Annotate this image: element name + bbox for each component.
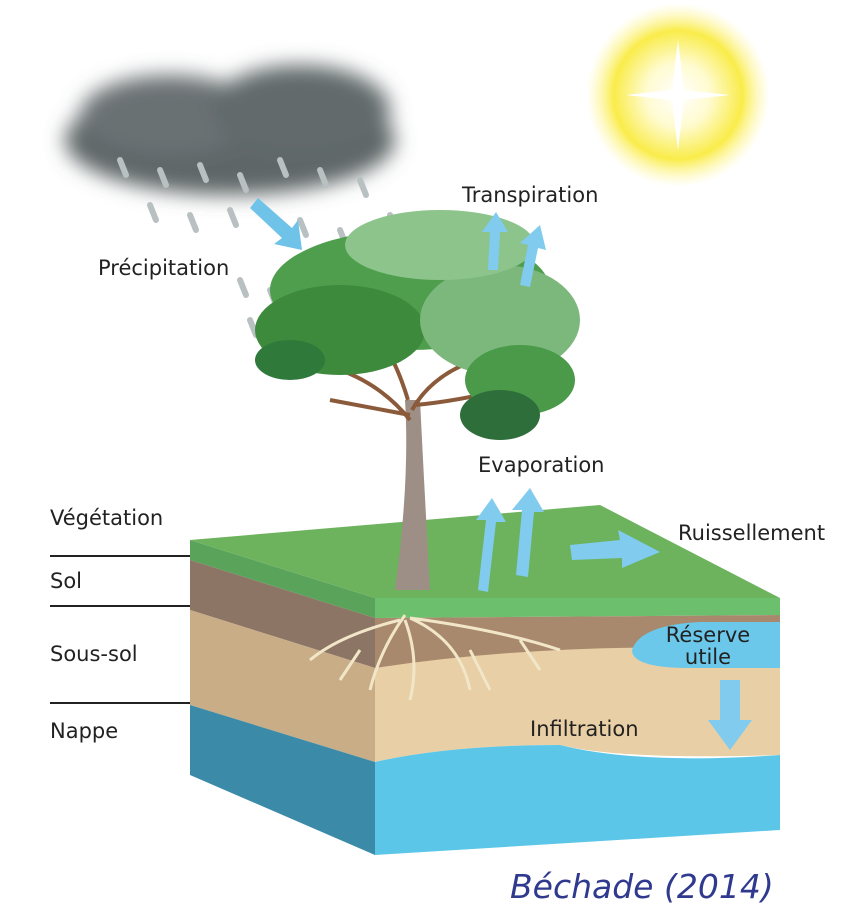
shape <box>240 280 246 295</box>
caption: Béchade (2014) <box>510 867 774 906</box>
layer-label: Sous-sol <box>50 642 138 666</box>
cloud <box>65 65 395 195</box>
label-ruissellement: Ruissellement <box>678 521 825 545</box>
layer-label: Végétation <box>50 506 163 530</box>
shape <box>255 340 325 380</box>
shape <box>460 390 540 440</box>
label-utile: utile <box>685 645 731 669</box>
nappe-right <box>375 745 780 855</box>
label-transpiration: Transpiration <box>461 183 598 207</box>
vegetation-right <box>375 598 780 618</box>
shape <box>190 215 196 230</box>
shape <box>300 220 306 235</box>
page: html, body { margin: 0; padding: 0; back… <box>0 0 855 921</box>
body: {"labels": {"precipitation": "Précipitat… <box>0 0 855 921</box>
label-evaporation: Evaporation <box>478 453 604 477</box>
shape <box>250 320 256 335</box>
label-precipitation: Précipitation <box>98 256 229 280</box>
diagram: Précipitation Transpiration Evaporation … <box>0 0 855 921</box>
trunk <box>395 400 430 590</box>
shape <box>210 65 390 155</box>
label-infiltration: Infiltration <box>530 717 639 741</box>
layer-label: Nappe <box>50 719 118 743</box>
shape <box>230 210 236 225</box>
shape <box>150 205 156 220</box>
layer-label: Sol <box>50 569 82 593</box>
shape <box>360 180 366 195</box>
label-reserve: Réserve <box>666 623 750 647</box>
precipitation-arrow <box>250 198 302 250</box>
shape <box>345 210 535 280</box>
